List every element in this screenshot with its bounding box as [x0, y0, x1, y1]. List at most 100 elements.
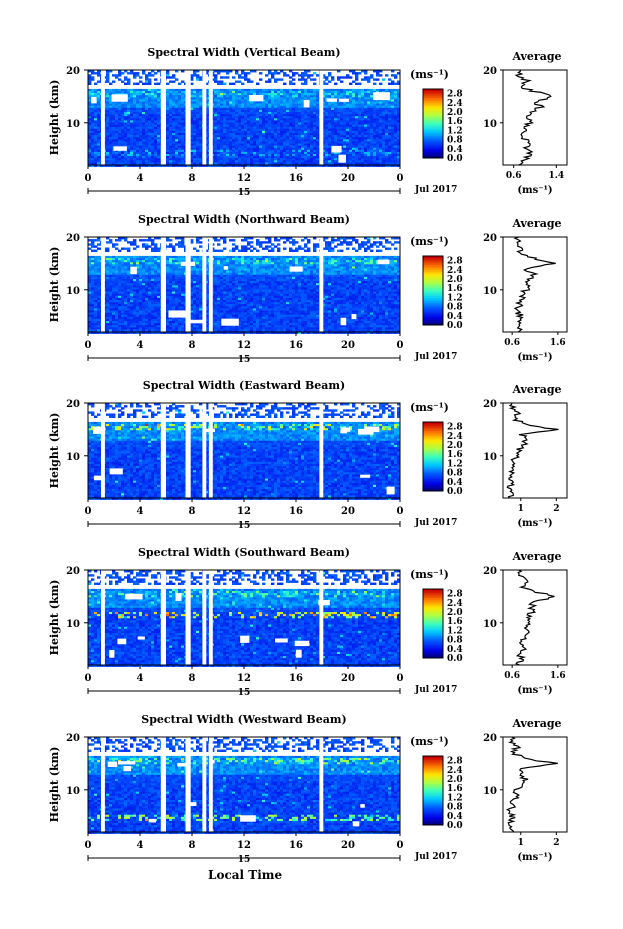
colorbar-unit-label: (ms⁻¹) — [410, 735, 449, 748]
colorbar-segment — [423, 814, 443, 817]
colorbar-unit-label: (ms⁻¹) — [410, 401, 449, 414]
colorbar-segment — [423, 439, 443, 442]
data-hole — [93, 475, 101, 481]
data-hole — [125, 593, 143, 600]
data-gap — [160, 70, 166, 165]
colorbar-segment — [423, 602, 443, 605]
x-tick-label: 4 — [137, 506, 144, 517]
colorbar-segment — [423, 266, 443, 269]
colorbar-tick-label: 2.0 — [447, 275, 463, 285]
colorbar-segment — [423, 90, 443, 93]
colorbar-tick-label: 0.4 — [447, 312, 463, 322]
colorbar-segment — [423, 257, 443, 260]
panel-2 — [84, 402, 568, 527]
panel-title: Spectral Width (Westward Beam) — [141, 713, 346, 726]
data-hole — [340, 427, 351, 432]
colorbar-tick-label: 2.8 — [447, 90, 463, 100]
colorbar-segment — [423, 307, 443, 310]
data-hole — [209, 759, 215, 764]
colorbar-tick-label: 2.8 — [447, 590, 463, 600]
data-hole — [338, 154, 346, 163]
colorbar-segment — [423, 288, 443, 291]
colorbar-segment — [423, 316, 443, 319]
colorbar-segment — [423, 453, 443, 456]
colorbar-segment — [423, 285, 443, 288]
data-hole — [240, 635, 250, 643]
colorbar-segment — [423, 472, 443, 475]
colorbar-segment — [423, 473, 443, 476]
avg-y-tick-label: 20 — [483, 733, 497, 744]
data-hole — [206, 428, 215, 433]
colorbar-segment — [423, 114, 443, 118]
colorbar-tick-label: 1.6 — [447, 617, 463, 627]
x-tick-label: 20 — [341, 506, 355, 517]
heatmap-cells — [88, 70, 401, 167]
data-hole — [92, 426, 106, 434]
data-gap — [208, 403, 213, 498]
data-gap — [101, 237, 105, 332]
x-tick-label: 8 — [189, 673, 196, 684]
colorbar-segment — [423, 269, 443, 272]
colorbar-segment — [423, 290, 443, 293]
colorbar-segment — [423, 147, 443, 150]
colorbar-tick-label: 0.8 — [447, 636, 463, 646]
data-hole — [91, 96, 97, 104]
colorbar-segment — [423, 309, 443, 312]
colorbar-segment — [423, 800, 443, 803]
data-hole — [294, 640, 310, 647]
colorbar-segment — [423, 311, 443, 314]
data-gap — [185, 237, 191, 332]
data-hole — [109, 468, 123, 475]
avg-x-tick-label: 0.6 — [504, 338, 520, 348]
colorbar-segment — [423, 456, 443, 459]
colorbar-segment — [423, 319, 443, 322]
colorbar-segment — [423, 787, 443, 790]
colorbar-segment — [423, 152, 443, 155]
colorbar-segment — [423, 444, 443, 447]
data-hole — [109, 649, 115, 658]
colorbar-frame — [422, 255, 444, 326]
colorbar-segment — [423, 761, 443, 764]
colorbar-segment — [423, 635, 443, 638]
y-axis-label: Height (km) — [48, 247, 61, 323]
colorbar-segment — [423, 440, 443, 444]
colorbar-segment — [423, 475, 443, 478]
data-hole — [187, 319, 204, 324]
colorbar-segment — [423, 823, 443, 826]
colorbar-segment — [423, 633, 443, 636]
colorbar-tick-label: 2.8 — [447, 257, 463, 267]
colorbar-segment — [423, 140, 443, 143]
colorbar-segment — [423, 123, 443, 126]
colorbar-segment — [423, 149, 443, 152]
colorbar-segment — [423, 601, 443, 604]
colorbar-segment — [423, 656, 443, 659]
panel-1 — [84, 236, 568, 361]
panel-title: Spectral Width (Vertical Beam) — [147, 46, 340, 59]
colorbar-tick-label: 0.8 — [447, 803, 463, 813]
colorbar-unit-label: (ms⁻¹) — [410, 68, 449, 81]
colorbar-unit-label: (ms⁻¹) — [410, 568, 449, 581]
colorbar-segment — [423, 804, 443, 807]
data-hole — [295, 649, 302, 658]
average-unit-label: (ms⁻¹) — [517, 852, 552, 863]
data-gap — [101, 70, 105, 165]
colorbar-segment — [423, 261, 443, 264]
x-tick-label: 8 — [189, 340, 196, 351]
y-tick-label: 10 — [66, 786, 80, 797]
colorbar-tick-label: 1.2 — [447, 126, 463, 136]
colorbar-segment — [423, 132, 443, 135]
x-tick-label: 4 — [137, 673, 144, 684]
colorbar-tick-label: 0.4 — [447, 645, 463, 655]
avg-y-tick-label: 10 — [483, 452, 497, 463]
heatmap-cells — [88, 737, 401, 834]
colorbar-segment — [423, 130, 443, 133]
colorbar-segment — [423, 137, 443, 140]
colorbar-segment — [423, 104, 443, 107]
data-gap — [319, 237, 324, 332]
average-profile-line — [506, 402, 559, 499]
colorbar-tick-label: 1.6 — [447, 784, 463, 794]
colorbar-segment — [423, 125, 443, 128]
colorbar-tick-label: 0.4 — [447, 478, 463, 488]
data-hole — [331, 145, 342, 153]
data-hole — [303, 99, 310, 108]
